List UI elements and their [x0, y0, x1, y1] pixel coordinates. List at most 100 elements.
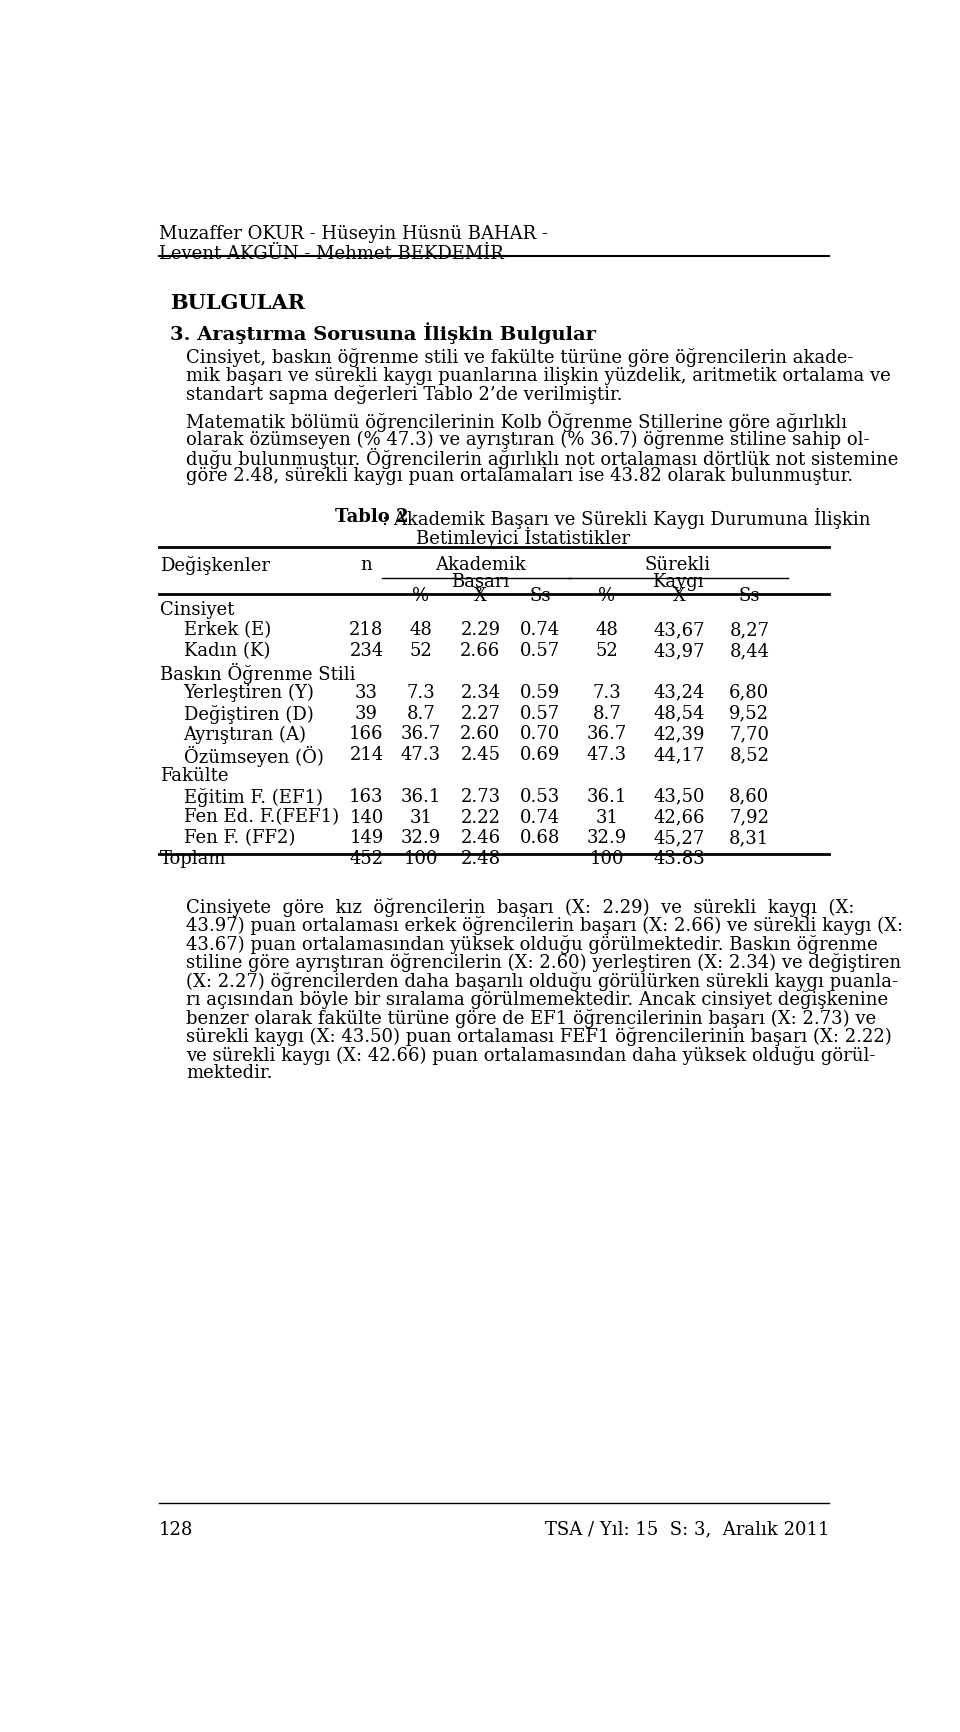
Text: Baskın Öğrenme Stili: Baskın Öğrenme Stili — [160, 663, 356, 684]
Text: 31: 31 — [409, 809, 432, 826]
Text: %: % — [412, 587, 429, 604]
Text: 2.66: 2.66 — [460, 643, 500, 660]
Text: 48: 48 — [409, 622, 432, 639]
Text: Değiştiren (D): Değiştiren (D) — [183, 705, 313, 724]
Text: 39: 39 — [355, 705, 378, 722]
Text: 100: 100 — [589, 850, 624, 868]
Text: 2.73: 2.73 — [460, 788, 500, 805]
Text: : Akademik Başarı ve Sürekli Kaygı Durumuna İlişkin: : Akademik Başarı ve Sürekli Kaygı Durum… — [381, 507, 870, 528]
Text: Ss: Ss — [529, 587, 551, 604]
Text: 36.7: 36.7 — [587, 726, 627, 743]
Text: 42,39: 42,39 — [654, 726, 706, 743]
Text: 7.3: 7.3 — [592, 684, 621, 701]
Text: Cinsiyete  göre  kız  öğrencilerin  başarı  (X:  2.29)  ve  sürekli  kaygı  (X:: Cinsiyete göre kız öğrencilerin başarı (… — [186, 897, 854, 916]
Text: 42,66: 42,66 — [654, 809, 706, 826]
Text: %: % — [598, 587, 615, 604]
Text: Özümseyen (Ö): Özümseyen (Ö) — [183, 746, 324, 767]
Text: rı açısından böyle bir sıralama görülmemektedir. Ancak cinsiyet değişkenine: rı açısından böyle bir sıralama görülmem… — [186, 989, 888, 1008]
Text: 0.69: 0.69 — [520, 746, 561, 764]
Text: 33: 33 — [355, 684, 378, 701]
Text: 48,54: 48,54 — [654, 705, 706, 722]
Text: 43.67) puan ortalamasından yüksek olduğu görülmektedir. Baskın öğrenme: 43.67) puan ortalamasından yüksek olduğu… — [186, 934, 877, 953]
Text: standart sapma değerleri Tablo 2’de verilmiştir.: standart sapma değerleri Tablo 2’de veri… — [186, 385, 622, 404]
Text: 0.53: 0.53 — [520, 788, 561, 805]
Text: Başarı: Başarı — [451, 573, 510, 591]
Text: 7,92: 7,92 — [730, 809, 769, 826]
Text: 0.74: 0.74 — [520, 809, 560, 826]
Text: Eğitim F. (EF1): Eğitim F. (EF1) — [183, 788, 323, 807]
Text: 2.22: 2.22 — [461, 809, 500, 826]
Text: (X: 2.27) öğrencilerden daha başarılı olduğu görülürken sürekli kaygı puanla-: (X: 2.27) öğrencilerden daha başarılı ol… — [186, 972, 898, 991]
Text: mektedir.: mektedir. — [186, 1063, 273, 1081]
Text: 218: 218 — [349, 622, 384, 639]
Text: 0.57: 0.57 — [520, 643, 560, 660]
Text: Betimleyici İstatistikler: Betimleyici İstatistikler — [417, 527, 631, 547]
Text: 0.74: 0.74 — [520, 622, 560, 639]
Text: Fen F. (FF2): Fen F. (FF2) — [183, 830, 295, 847]
Text: 0.59: 0.59 — [520, 684, 561, 701]
Text: sürekli kaygı (X: 43.50) puan ortalaması FEF1 öğrencilerinin başarı (X: 2.22): sürekli kaygı (X: 43.50) puan ortalaması… — [186, 1027, 892, 1046]
Text: n: n — [361, 556, 372, 573]
Text: 2.34: 2.34 — [460, 684, 500, 701]
Text: mik başarı ve sürekli kaygı puanlarına ilişkin yüzdelik, aritmetik ortalama ve: mik başarı ve sürekli kaygı puanlarına i… — [186, 367, 891, 385]
Text: 100: 100 — [403, 850, 438, 868]
Text: Yerleştiren (Y): Yerleştiren (Y) — [183, 684, 315, 701]
Text: 8.7: 8.7 — [592, 705, 621, 722]
Text: Toplam: Toplam — [160, 850, 227, 868]
Text: 2.48: 2.48 — [460, 850, 500, 868]
Text: 452: 452 — [349, 850, 383, 868]
Text: 43,97: 43,97 — [654, 643, 706, 660]
Text: 2.60: 2.60 — [460, 726, 500, 743]
Text: 43.83: 43.83 — [654, 850, 706, 868]
Text: 0.68: 0.68 — [520, 830, 561, 847]
Text: 0.70: 0.70 — [520, 726, 561, 743]
Text: 47.3: 47.3 — [400, 746, 441, 764]
Text: X: X — [673, 587, 686, 604]
Text: Fen Ed. F.(FEF1): Fen Ed. F.(FEF1) — [183, 809, 339, 826]
Text: 44,17: 44,17 — [654, 746, 706, 764]
Text: 43,67: 43,67 — [654, 622, 706, 639]
Text: duğu bulunmuştur. Öğrencilerin ağırlıklı not ortalaması dörtlük not sistemine: duğu bulunmuştur. Öğrencilerin ağırlıklı… — [186, 449, 899, 469]
Text: 8,44: 8,44 — [730, 643, 769, 660]
Text: 8.7: 8.7 — [406, 705, 435, 722]
Text: 8,31: 8,31 — [730, 830, 769, 847]
Text: 36.1: 36.1 — [587, 788, 627, 805]
Text: 32.9: 32.9 — [400, 830, 441, 847]
Text: göre 2.48, sürekli kaygı puan ortalamaları ise 43.82 olarak bulunmuştur.: göre 2.48, sürekli kaygı puan ortalamala… — [186, 466, 853, 485]
Text: Tablo 2: Tablo 2 — [335, 507, 409, 527]
Text: 8,27: 8,27 — [730, 622, 769, 639]
Text: 2.29: 2.29 — [460, 622, 500, 639]
Text: Muzaffer OKUR - Hüseyin Hüsnü BAHAR -: Muzaffer OKUR - Hüseyin Hüsnü BAHAR - — [158, 225, 547, 242]
Text: Ss: Ss — [738, 587, 760, 604]
Text: 214: 214 — [349, 746, 384, 764]
Text: Ayrıştıran (A): Ayrıştıran (A) — [183, 726, 306, 743]
Text: BULGULAR: BULGULAR — [170, 293, 304, 312]
Text: 2.27: 2.27 — [461, 705, 500, 722]
Text: Değişkenler: Değişkenler — [160, 556, 271, 575]
Text: Cinsiyet: Cinsiyet — [160, 601, 234, 618]
Text: benzer olarak fakülte türüne göre de EF1 öğrencilerinin başarı (X: 2.73) ve: benzer olarak fakülte türüne göre de EF1… — [186, 1008, 876, 1027]
Text: Sürekli: Sürekli — [645, 556, 711, 573]
Text: 52: 52 — [409, 643, 432, 660]
Text: Kadın (K): Kadın (K) — [183, 643, 270, 660]
Text: stiline göre ayrıştıran öğrencilerin (X: 2.60) yerleştiren (X: 2.34) ve değiştir: stiline göre ayrıştıran öğrencilerin (X:… — [186, 953, 901, 972]
Text: 36.1: 36.1 — [400, 788, 441, 805]
Text: 0.57: 0.57 — [520, 705, 560, 722]
Text: 45,27: 45,27 — [654, 830, 706, 847]
Text: 163: 163 — [349, 788, 384, 805]
Text: 2.46: 2.46 — [460, 830, 500, 847]
Text: 9,52: 9,52 — [730, 705, 769, 722]
Text: Cinsiyet, baskın öğrenme stili ve fakülte türüne göre öğrencilerin akade-: Cinsiyet, baskın öğrenme stili ve fakült… — [186, 348, 853, 367]
Text: Akademik: Akademik — [435, 556, 526, 573]
Text: Levent AKGÜN - Mehmet BEKDEMİR: Levent AKGÜN - Mehmet BEKDEMİR — [158, 244, 503, 263]
Text: 140: 140 — [349, 809, 384, 826]
Text: olarak özümseyen (% 47.3) ve ayrıştıran (% 36.7) öğrenme stiline sahip ol-: olarak özümseyen (% 47.3) ve ayrıştıran … — [186, 430, 870, 449]
Text: 36.7: 36.7 — [400, 726, 441, 743]
Text: 7,70: 7,70 — [730, 726, 769, 743]
Text: 43,50: 43,50 — [654, 788, 706, 805]
Text: 43,24: 43,24 — [654, 684, 706, 701]
Text: 32.9: 32.9 — [587, 830, 627, 847]
Text: 149: 149 — [349, 830, 384, 847]
Text: 8,60: 8,60 — [730, 788, 769, 805]
Text: Matematik bölümü öğrencilerinin Kolb Öğrenme Stillerine göre ağırlıklı: Matematik bölümü öğrencilerinin Kolb Öğr… — [186, 410, 847, 431]
